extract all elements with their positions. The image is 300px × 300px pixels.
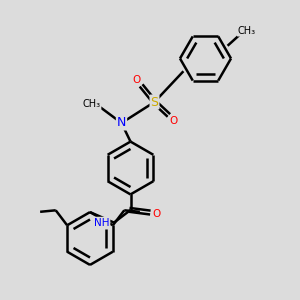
- Text: NH: NH: [94, 218, 110, 228]
- Text: N: N: [117, 116, 126, 130]
- Text: CH₃: CH₃: [82, 99, 100, 110]
- Text: O: O: [132, 75, 141, 85]
- Text: S: S: [151, 95, 158, 109]
- Text: O: O: [169, 116, 178, 126]
- Text: O: O: [153, 209, 161, 219]
- Text: CH₃: CH₃: [238, 26, 256, 36]
